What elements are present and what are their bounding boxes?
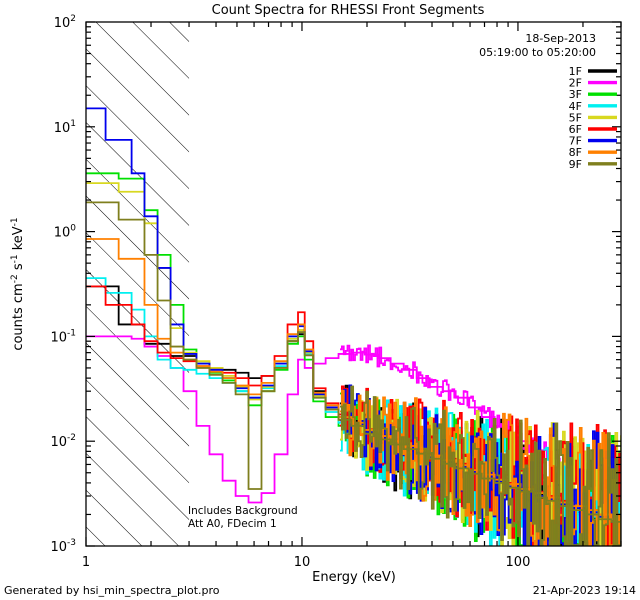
series-layer — [86, 107, 621, 546]
annotation-line-2: Att A0, FDecim 1 — [188, 518, 277, 530]
legend-label-6f: 6F — [569, 123, 582, 136]
x-tick-label: 100 — [506, 555, 531, 570]
y-axis-label: counts cm-2 s-1 keV-1 — [10, 217, 26, 350]
series-9f-noise — [340, 385, 621, 546]
legend-label-4f: 4F — [569, 100, 582, 113]
y-tick-label: 10-3 — [50, 538, 76, 555]
plot-annotations: Includes Background Att A0, FDecim 1 — [188, 505, 298, 530]
legend-label-9f: 9F — [569, 158, 582, 171]
svg-text:counts cm-2 s-1 keV-1: counts cm-2 s-1 keV-1 — [10, 217, 26, 350]
axes-layer: 1 10 100 10-3 10-2 10-1 100 101 102 — [50, 14, 622, 570]
footer-right: 21-Apr-2023 19:14 — [533, 584, 636, 597]
x-tick-label: 10 — [294, 555, 311, 570]
y-tick-label: 10-1 — [50, 328, 76, 345]
legend-label-3f: 3F — [569, 88, 582, 101]
legend-label-1f: 1F — [569, 65, 582, 78]
y-tick-label: 102 — [54, 14, 76, 31]
excluded-band-hatch — [86, 22, 190, 546]
y-tick-label: 10-2 — [50, 433, 76, 450]
legend: 18-Sep-2013 05:19:00 to 05:20:00 1F2F3F4… — [479, 32, 617, 171]
x-tick-label: 1 — [82, 555, 90, 570]
x-axis-label: Energy (keV) — [312, 570, 396, 585]
legend-label-8f: 8F — [569, 146, 582, 159]
footer-left: Generated by hsi_min_spectra_plot.pro — [4, 584, 220, 597]
legend-label-5f: 5F — [569, 111, 582, 124]
y-tick-label: 100 — [54, 224, 77, 241]
legend-date: 18-Sep-2013 — [525, 32, 596, 45]
annotation-line-1: Includes Background — [188, 505, 298, 517]
y-tick-label: 101 — [54, 119, 76, 136]
legend-label-2f: 2F — [569, 77, 582, 90]
legend-label-7f: 7F — [569, 135, 582, 148]
chart-title: Count Spectra for RHESSI Front Segments — [212, 3, 485, 18]
legend-time-range: 05:19:00 to 05:20:00 — [479, 46, 596, 59]
